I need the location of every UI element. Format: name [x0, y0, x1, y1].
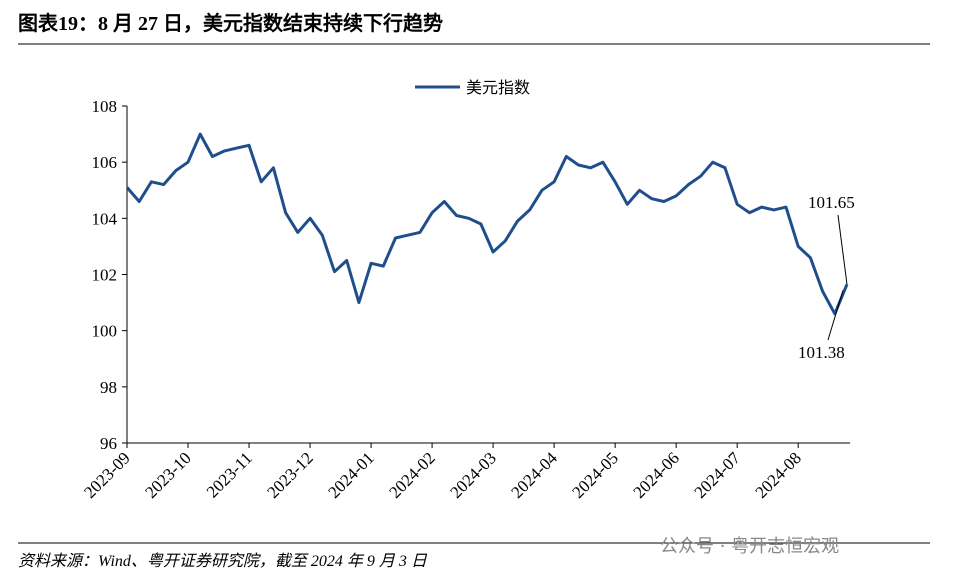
y-tick-label: 96 [100, 434, 117, 453]
y-tick-label: 106 [92, 153, 118, 172]
x-tick-label: 2023-11 [203, 448, 256, 501]
x-tick-label: 2024-08 [752, 448, 806, 502]
y-tick-label: 108 [92, 97, 118, 116]
x-tick-label: 2024-03 [446, 448, 500, 502]
x-tick-label: 2023-12 [263, 448, 317, 502]
annotation-arrow [827, 290, 844, 341]
annotation: 101.65 [808, 193, 855, 212]
x-tick-label: 2024-01 [324, 448, 378, 502]
x-tick-label: 2024-04 [507, 448, 561, 502]
annotation-arrow [837, 214, 848, 285]
annotation: 101.38 [798, 343, 845, 362]
source: 资料来源：Wind、粤开证券研究院，截至 2024 年 9 月 3 日 [18, 552, 428, 570]
x-tick-label: 2024-06 [629, 448, 683, 502]
x-tick-label: 2023-09 [80, 448, 134, 502]
x-tick-label: 2024-07 [690, 448, 744, 502]
chart-title: 图表19：8 月 27 日，美元指数结束持续下行趋势 [18, 11, 443, 35]
y-tick-label: 104 [92, 209, 118, 228]
x-tick-label: 2024-05 [568, 448, 622, 502]
legend-label: 美元指数 [466, 78, 530, 97]
y-tick-label: 98 [100, 378, 117, 397]
x-tick-label: 2023-10 [141, 448, 195, 502]
line [125, 132, 849, 316]
watermark: 公众号 · 粤开志恒宏观 [660, 536, 839, 557]
y-tick-label: 102 [92, 266, 118, 285]
x-tick-label: 2024-02 [385, 448, 439, 502]
y-tick-label: 100 [92, 322, 118, 341]
